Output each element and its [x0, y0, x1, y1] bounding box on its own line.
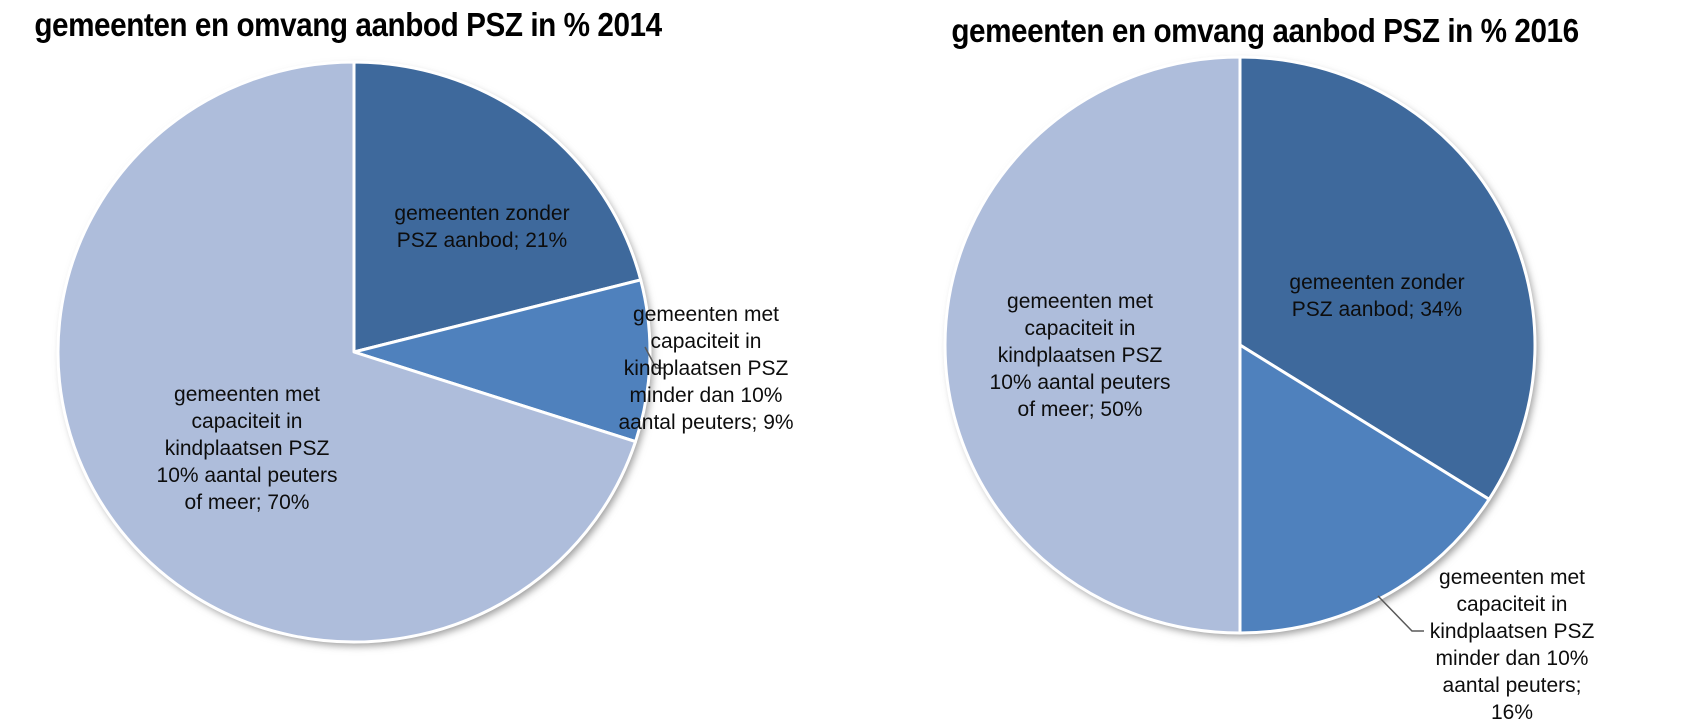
label-2016-minder-dan-10pct: gemeenten met capaciteit in kindplaatsen…: [1429, 566, 1595, 724]
pie-slice-capaciteit-minder-dan-10pct: [1238, 343, 1491, 635]
label-2014-minder-dan-10pct: gemeenten met capaciteit in kindplaatsen…: [618, 303, 794, 434]
pie-slice-capaciteit-10pct-of-meer: [56, 60, 637, 644]
chart-title-2016: gemeenten en omvang aanbod PSZ in % 2016: [951, 12, 1579, 49]
chart-title-2014: gemeenten en omvang aanbod PSZ in % 2014: [34, 6, 662, 43]
pie-chart-2014: [56, 60, 665, 644]
figure-canvas: gemeenten en omvang aanbod PSZ in % 2014…: [34, 6, 1595, 724]
label-2016-10pct-of-meer: gemeenten met capaciteit in kindplaatsen…: [989, 290, 1171, 421]
pie-slice-zonder-psz-aanbod: [1238, 55, 1537, 501]
pie-chart-2016: [943, 55, 1537, 635]
pie-slice-capaciteit-10pct-of-meer: [943, 55, 1242, 635]
label-2014-zonder-psz: gemeenten zonder PSZ aanbod; 21%: [394, 202, 570, 252]
leader-line: [644, 346, 665, 369]
pie-slice-capaciteit-minder-dan-10pct: [352, 278, 652, 444]
leader-line: [1377, 595, 1424, 632]
pie-slice-zonder-psz-aanbod: [352, 60, 643, 354]
label-2016-zonder-psz: gemeenten zonder PSZ aanbod; 34%: [1289, 271, 1465, 321]
label-2014-10pct-of-meer: gemeenten met capaciteit in kindplaatsen…: [156, 383, 338, 514]
